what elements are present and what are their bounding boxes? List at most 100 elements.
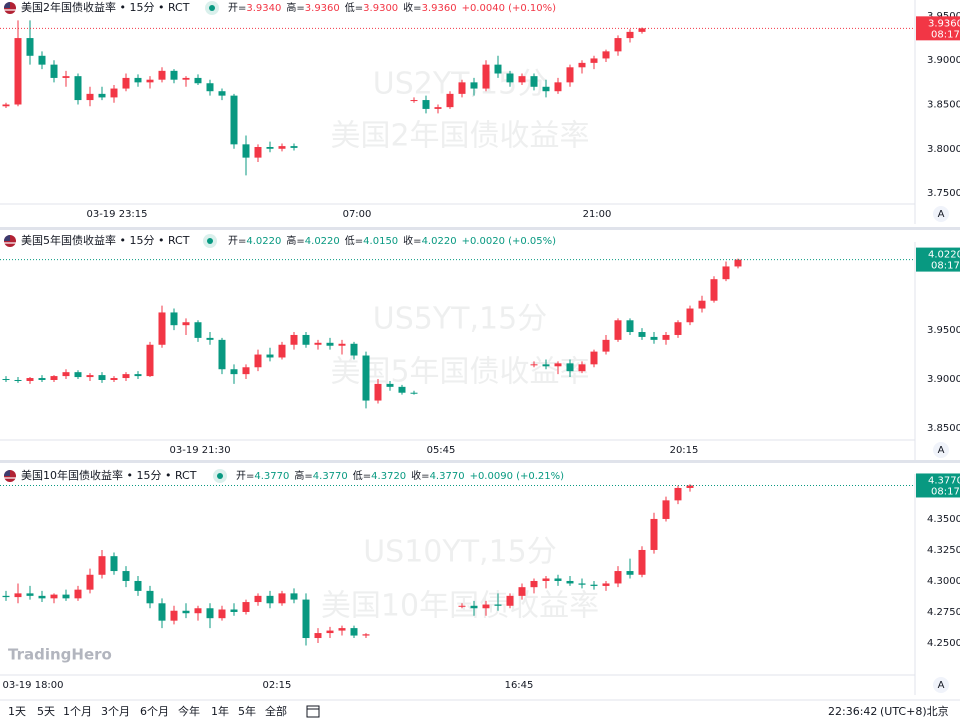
candle-body (38, 378, 46, 380)
range-button[interactable]: 5天 (37, 705, 55, 718)
candle-body (326, 342, 334, 346)
timezone[interactable]: (UTC+8)北京 (880, 704, 949, 718)
auto-button-bg[interactable] (933, 206, 949, 222)
candle-body (170, 610, 178, 621)
candle-body (110, 556, 118, 572)
auto-button[interactable]: A (938, 680, 945, 691)
range-button[interactable]: 1年 (211, 704, 229, 718)
y-tick-label: 3.9000 (927, 374, 960, 385)
ohlc-label: 开= (228, 3, 246, 14)
candle-body (554, 363, 562, 367)
y-tick-label: 3.7500 (927, 188, 960, 199)
candle-body (410, 392, 418, 394)
candle-body (266, 354, 274, 358)
candle-body (26, 378, 34, 381)
candle-body (146, 79, 154, 83)
ohlc-label: 高= (294, 469, 312, 482)
ohlc-value: 3.9360 (305, 3, 340, 14)
candle-body (338, 343, 346, 346)
range-button[interactable]: 1天 (8, 705, 26, 718)
range-button[interactable]: 5年 (238, 704, 256, 718)
symbol-title[interactable]: 美国10年国债收益率 • 15分 • RCT (21, 468, 197, 482)
candle-body (14, 593, 22, 598)
candle-body (74, 372, 82, 378)
candle-body (218, 609, 226, 619)
candle-body (722, 266, 730, 280)
candle-body (218, 91, 226, 96)
calendar-icon[interactable] (306, 705, 320, 718)
ohlc-value: 4.3770 (430, 471, 465, 482)
x-tick-label: 05:45 (427, 445, 456, 456)
ohlc-label: 收= (403, 1, 421, 14)
x-tick-label: 03-19 23:15 (86, 209, 147, 220)
candle-body (242, 602, 250, 612)
candle-body (590, 351, 598, 365)
ohlc: 开=3.9340 高=3.9360 低=3.9300 收=3.9360 +0.0040 … (228, 1, 556, 14)
y-tick-label: 4.3000 (927, 576, 960, 587)
ohlc-label: 开= (236, 471, 254, 482)
candle-body (530, 364, 538, 366)
ohlc-value: 4.0220 (246, 236, 281, 247)
candle-body (458, 605, 466, 607)
candle-body (578, 583, 586, 585)
candle-body (566, 67, 574, 83)
candle-body (470, 605, 478, 609)
x-tick-label: 07:00 (343, 209, 372, 220)
candle-body (86, 375, 94, 378)
last-price-box (916, 473, 960, 498)
last-price-label: 4.3770 (928, 475, 960, 486)
symbol-title[interactable]: 美国2年国债收益率 • 15分 • RCT (21, 0, 190, 14)
candle-body (542, 364, 550, 367)
symbol-title[interactable]: 美国5年国债收益率 • 15分 • RCT (21, 233, 190, 247)
auto-button[interactable]: A (938, 445, 945, 456)
candle-body (482, 604, 490, 609)
range-button[interactable]: 3个月 (101, 705, 130, 718)
calendar-frame[interactable] (306, 705, 320, 718)
candle-body (290, 334, 298, 345)
ohlc-value: 4.0150 (363, 236, 398, 247)
auto-button[interactable]: A (938, 209, 945, 220)
countdown: 08:17 (931, 261, 960, 272)
x-tick-label: 03-19 21:30 (170, 445, 231, 456)
candle-body (482, 64, 490, 89)
candle-body (542, 578, 550, 581)
y-tick-label: 4.3500 (927, 514, 960, 525)
ohlc-value: 3.9300 (363, 3, 398, 14)
ohlc-label: 高= (286, 1, 304, 14)
watermark: US5YT,15分 (373, 302, 547, 337)
x-tick-label: 03-19 18:00 (2, 680, 63, 691)
range-button[interactable]: 今年 (178, 704, 200, 718)
candle-body (242, 144, 250, 158)
candle-body (362, 634, 370, 636)
range-button[interactable]: 6个月 (140, 705, 169, 718)
candle-body (554, 578, 562, 581)
candle-body (386, 383, 394, 387)
logo: TradingHero (8, 646, 112, 664)
range-button[interactable]: 全部 (265, 704, 287, 718)
ohlc-label: 收= (411, 469, 429, 482)
candle-body (590, 584, 598, 586)
y-tick-label: 3.8500 (927, 423, 960, 434)
candle-body (662, 334, 670, 340)
candle-body (122, 374, 130, 379)
candle-body (254, 146, 262, 158)
y-tick-label: 3.8000 (927, 144, 960, 155)
candle-body (86, 93, 94, 101)
candle-body (686, 485, 694, 488)
candle-body (170, 70, 178, 80)
auto-button-bg[interactable] (933, 442, 949, 458)
range-button[interactable]: 1个月 (63, 705, 92, 718)
candle-body (362, 355, 370, 401)
candle-body (566, 363, 574, 372)
candle-body (170, 312, 178, 326)
x-tick-label: 20:15 (670, 445, 699, 456)
status-dot (207, 238, 213, 244)
last-price-box (916, 247, 960, 272)
auto-button-bg[interactable] (933, 677, 949, 693)
candle-body (602, 339, 610, 352)
candle-body (194, 77, 202, 84)
last-price-label: 3.9360 (928, 18, 960, 29)
status-dot (209, 5, 215, 11)
candle-body (458, 82, 466, 94)
